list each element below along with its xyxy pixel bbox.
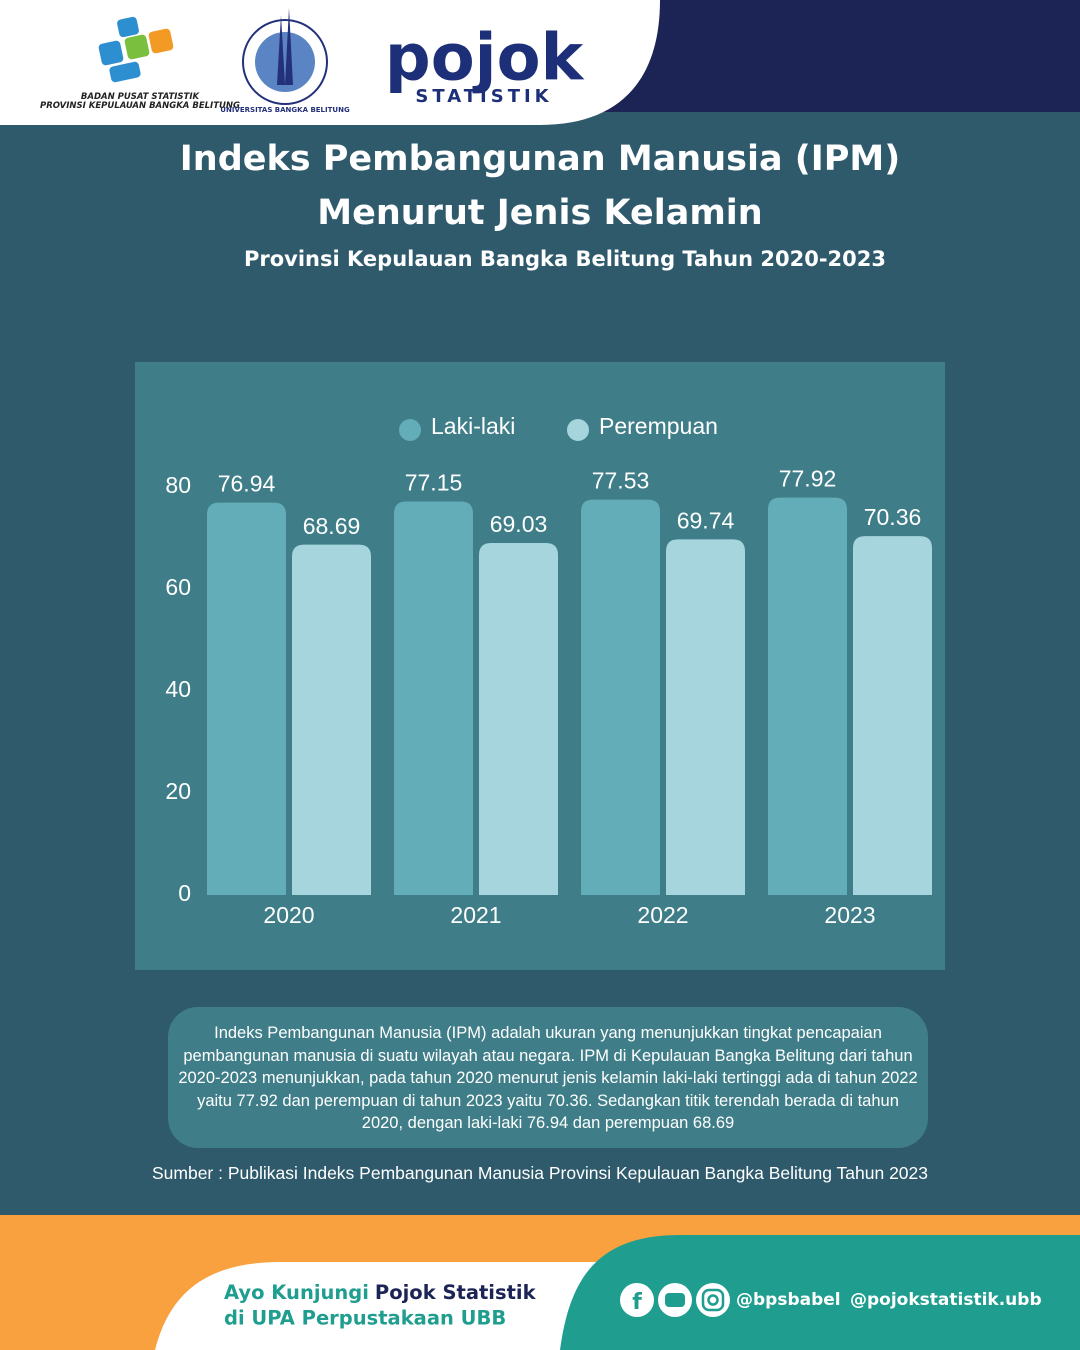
bps-logo: BADAN PUSAT STATISTIK PROVINSI KEPULAUAN… <box>40 16 240 111</box>
y-tick-label: 60 <box>165 574 191 600</box>
y-tick-label: 20 <box>165 778 191 804</box>
bar <box>479 542 558 895</box>
x-tick-label: 2022 <box>637 902 688 928</box>
footer-line2: di UPA Perpustakaan UBB <box>224 1307 506 1330</box>
value-label: 76.94 <box>218 471 276 497</box>
bar <box>394 501 473 895</box>
bar <box>581 499 660 895</box>
value-label: 77.53 <box>592 468 650 494</box>
bar <box>292 544 371 895</box>
footer-white <box>155 1262 620 1350</box>
footer-invite-text: Ayo Kunjungi <box>224 1281 369 1304</box>
ubb-logo: UNIVERSITAS BANGKA BELITUNG <box>220 8 350 114</box>
y-tick-label: 0 <box>178 880 191 906</box>
bar <box>666 539 745 895</box>
bps-name: BADAN PUSAT STATISTIK <box>81 92 201 102</box>
value-label: 69.03 <box>490 511 548 537</box>
ubb-name: UNIVERSITAS BANGKA BELITUNG <box>220 106 350 114</box>
social-icons: f <box>620 1283 730 1317</box>
handle-pojok: @pojokstatistik.ubb <box>850 1290 1042 1310</box>
legend-label: Perempuan <box>599 413 718 439</box>
legend-label: Laki-laki <box>431 413 515 439</box>
description: Indeks Pembangunan Manusia (IPM) adalah … <box>168 1007 928 1148</box>
bar <box>768 497 847 895</box>
chart: 0 20 40 60 80 Laki-laki Perempuan 2020 76.94 68.6… <box>135 362 945 970</box>
legend-swatch <box>399 419 421 441</box>
value-label: 69.74 <box>677 507 735 533</box>
value-label: 68.69 <box>303 513 361 539</box>
x-tick-label: 2021 <box>450 902 501 928</box>
svg-text:f: f <box>632 1290 642 1315</box>
y-tick-label: 80 <box>165 472 191 498</box>
bar <box>853 536 932 895</box>
x-tick-label: 2020 <box>263 902 314 928</box>
pojok-sub: STATISTIK <box>415 86 552 107</box>
value-label: 70.36 <box>864 504 922 530</box>
y-tick-label: 40 <box>165 676 191 702</box>
chart-title: Indeks Pembangunan Manusia (IPM) Menurut… <box>179 139 901 233</box>
pojok-logo: pojok <box>385 22 585 96</box>
legend-swatch <box>567 419 589 441</box>
footer-place: Pojok Statistik <box>375 1281 537 1304</box>
source: Sumber : Publikasi Indeks Pembangunan Ma… <box>151 1163 929 1183</box>
handle-bps: @bpsbabel <box>736 1290 841 1310</box>
chart-subtitle: Provinsi Kepulauan Bangka Belitung Tahun… <box>244 247 886 271</box>
footer-teal <box>560 1235 1080 1350</box>
value-label: 77.92 <box>779 466 837 492</box>
footer-invite: Ayo Kunjungi Pojok Statistik <box>224 1281 537 1304</box>
value-label: 77.15 <box>405 470 463 496</box>
header-band <box>600 0 1080 112</box>
x-tick-label: 2023 <box>824 902 875 928</box>
bar <box>207 502 286 895</box>
bps-province: PROVINSI KEPULAUAN BANGKA BELITUNG <box>40 101 240 111</box>
